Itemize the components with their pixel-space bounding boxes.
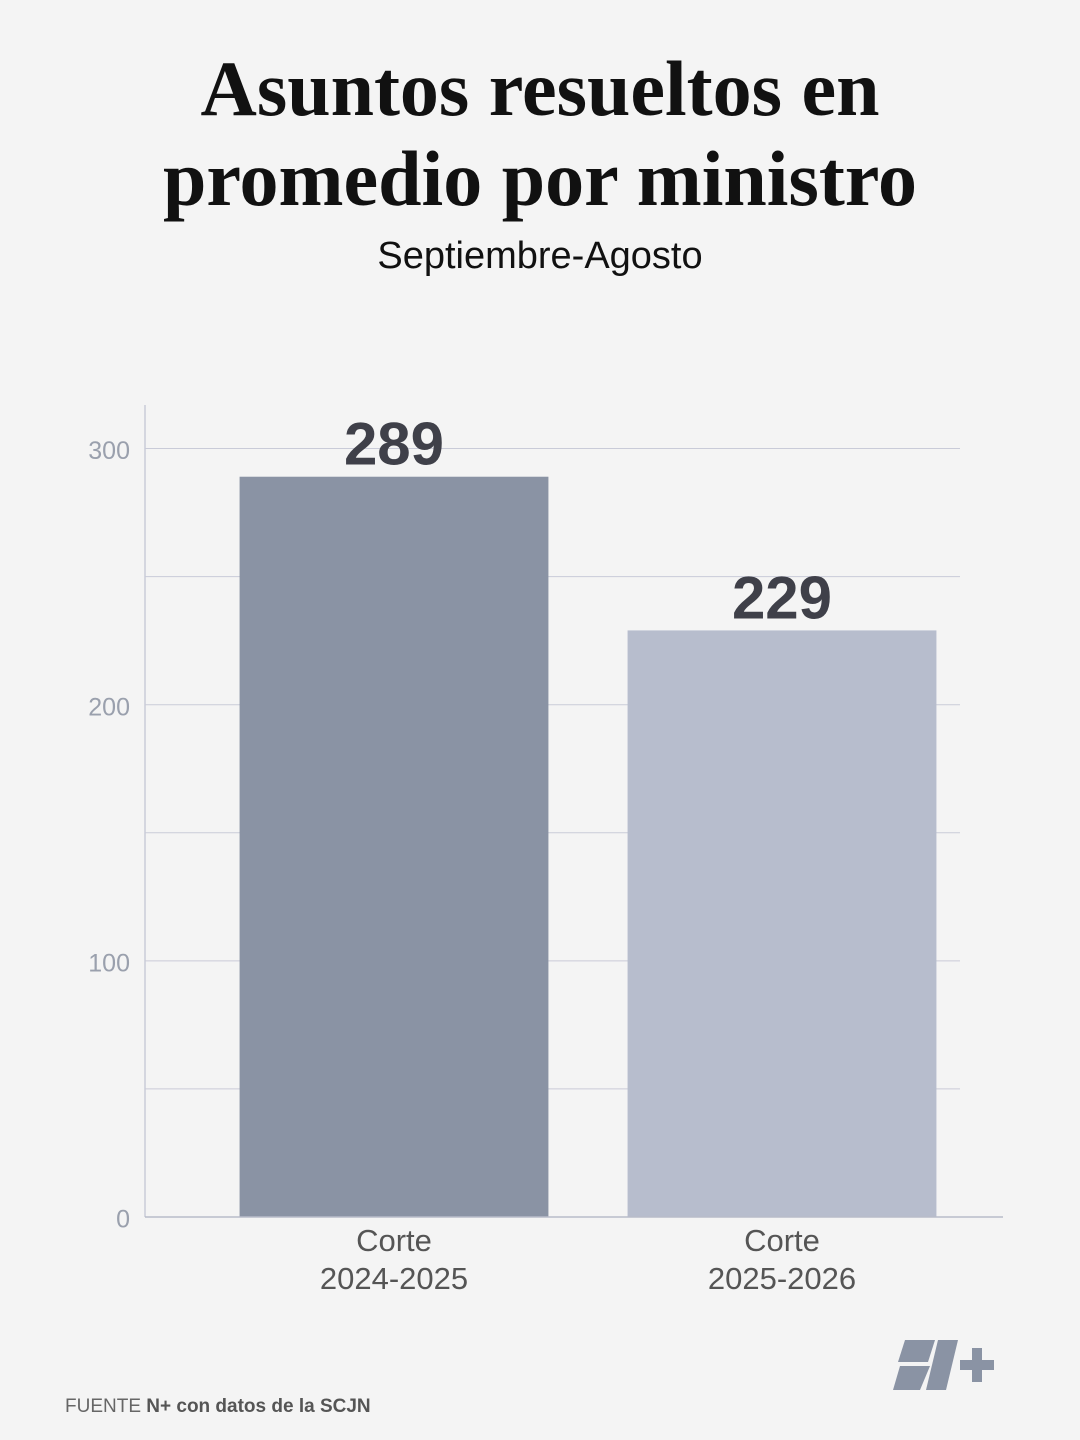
value-label: 289: [344, 411, 444, 478]
x-tick-label: Corte 2024-2025: [319, 1223, 469, 1296]
chart-subtitle: Septiembre-Agosto: [377, 235, 702, 277]
source-text: N+ con datos de la SCJN: [146, 1396, 371, 1417]
bar: [239, 476, 549, 1217]
chart-title: Asuntos resueltos en: [201, 45, 880, 132]
bar: [627, 630, 937, 1217]
chart-title: promedio por ministro: [163, 135, 917, 222]
source-label: FUENTE: [65, 1396, 141, 1417]
y-tick-label: 200: [88, 693, 130, 721]
value-label: 229: [732, 564, 832, 631]
y-tick-label: 100: [88, 949, 130, 977]
x-tick-label: Corte 2025-2026: [707, 1223, 857, 1296]
y-tick-label: 0: [116, 1206, 130, 1234]
y-tick-label: 300: [88, 437, 130, 465]
source: FUENTE N+ con datos de la SCJN: [65, 1396, 371, 1418]
logo: [893, 1340, 994, 1390]
